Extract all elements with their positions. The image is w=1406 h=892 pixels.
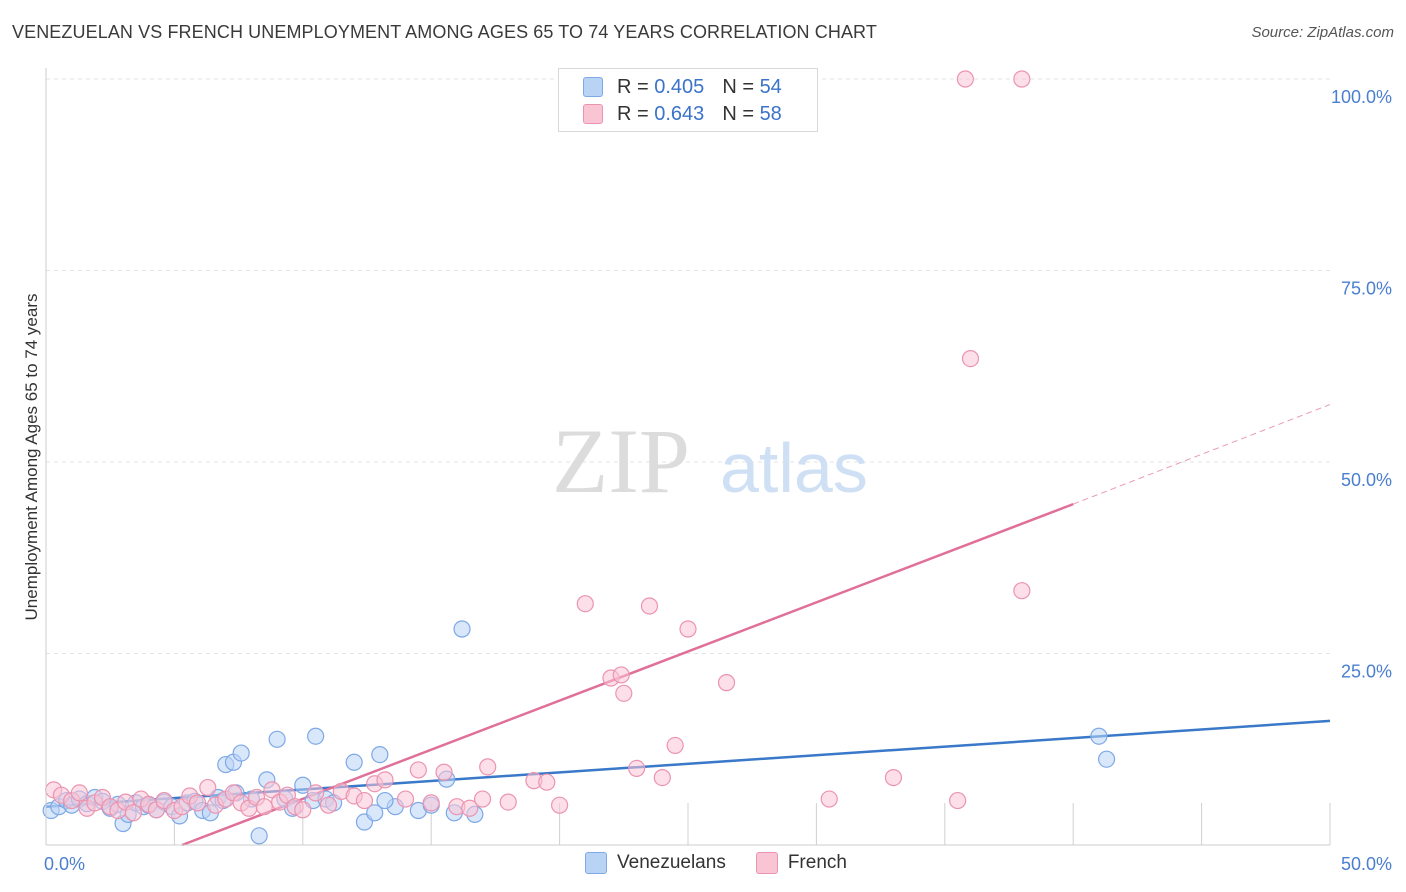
point-french (396, 790, 415, 808)
point-french (612, 666, 630, 684)
point-french (1013, 70, 1031, 88)
point-french (294, 801, 312, 819)
legend-n-value: 58 (759, 102, 782, 125)
point-french (628, 759, 646, 778)
y-tick-label: 100.0% (1331, 87, 1392, 107)
point-french (961, 349, 980, 368)
point-french (188, 794, 207, 812)
point-venezuelans (250, 827, 268, 845)
legend-r-label: R = (617, 102, 649, 125)
source-label: Source: ZipAtlas.com (1251, 24, 1394, 41)
point-venezuelans (1097, 750, 1116, 768)
point-french (307, 784, 325, 802)
point-venezuelans (371, 746, 389, 764)
y-tick-label: 25.0% (1341, 662, 1392, 682)
point-french (422, 794, 440, 812)
legend-item-venezuelans[interactable]: Venezuelans (585, 852, 726, 874)
legend-row-french: R = 0.643 N = 58 (583, 101, 782, 127)
point-french (473, 790, 492, 808)
point-venezuelans (268, 730, 286, 748)
legend-series: Venezuelans French (585, 852, 877, 874)
axes: 25.0% 50.0% 75.0% 100.0% 0.0% 50.0% (44, 68, 1392, 874)
trend-extension-french (1073, 404, 1331, 505)
point-french (1013, 582, 1031, 600)
data-points (42, 70, 1116, 845)
x-tick-label: 0.0% (44, 854, 85, 874)
y-axis-label: Unemployment Among Ages 65 to 74 years (22, 294, 41, 621)
legend-swatch-pink (755, 852, 778, 874)
point-french (949, 791, 967, 810)
y-tick-label: 75.0% (1341, 279, 1392, 299)
point-french (376, 771, 394, 789)
point-french (956, 70, 974, 88)
point-french (679, 620, 697, 638)
point-french (499, 793, 517, 811)
watermark-atlas: atlas (720, 429, 868, 507)
legend-r-value: 0.643 (654, 102, 705, 125)
point-french (124, 804, 142, 822)
legend-swatch-blue (583, 77, 603, 97)
point-french (155, 791, 173, 810)
legend-swatch-pink (583, 104, 603, 124)
point-venezuelans (294, 776, 312, 794)
y-tick-label: 50.0% (1341, 470, 1392, 490)
legend-stats: R = 0.405 N = 54 R = 0.643 N = 58 (558, 68, 818, 132)
legend-swatch-blue (585, 852, 607, 874)
point-venezuelans (1090, 727, 1108, 745)
point-venezuelans (453, 620, 471, 638)
point-french (263, 781, 281, 799)
point-french (653, 768, 671, 787)
point-french (820, 790, 838, 808)
legend-r-value: 0.405 (654, 75, 705, 98)
point-french (576, 595, 594, 613)
point-french (70, 784, 88, 802)
point-french (550, 796, 569, 814)
point-venezuelans (345, 753, 363, 771)
legend-n-value: 54 (759, 75, 782, 98)
point-venezuelans (232, 744, 250, 762)
legend-item-french[interactable]: French (755, 852, 847, 874)
point-french (538, 773, 556, 791)
point-venezuelans (307, 727, 325, 745)
point-venezuelans (366, 804, 384, 822)
point-french (666, 736, 684, 755)
point-french (479, 758, 497, 776)
legend-n-label: N = (722, 102, 754, 125)
chart-title: VENEZUELAN VS FRENCH UNEMPLOYMENT AMONG … (12, 22, 877, 42)
legend-label: French (787, 852, 847, 873)
watermark-zip: ZIP (552, 410, 690, 512)
point-french (461, 799, 479, 817)
point-french (319, 796, 338, 814)
legend-n-label: N = (722, 75, 754, 98)
legend-label: Venezuelans (617, 852, 726, 873)
point-french (615, 684, 633, 702)
point-venezuelans (376, 791, 394, 810)
point-french (717, 674, 736, 692)
point-french (640, 597, 659, 615)
legend-r-label: R = (617, 75, 649, 98)
point-french (255, 798, 273, 816)
x-tick-label: 50.0% (1341, 854, 1392, 874)
point-french (435, 763, 453, 781)
point-french (199, 778, 217, 797)
point-french (409, 761, 427, 779)
point-french (355, 791, 374, 810)
point-french (884, 768, 903, 787)
legend-row-venezuelans: R = 0.405 N = 54 (583, 74, 782, 100)
